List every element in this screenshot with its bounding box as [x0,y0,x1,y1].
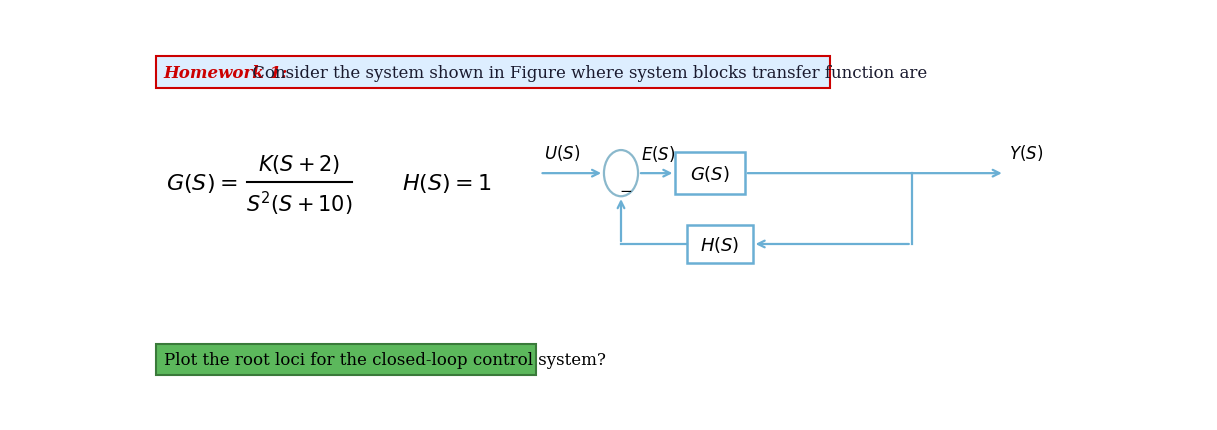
Text: $E(S)$: $E(S)$ [641,144,675,164]
FancyBboxPatch shape [156,344,535,375]
FancyBboxPatch shape [675,152,745,194]
FancyBboxPatch shape [686,225,753,264]
Text: $-$: $-$ [619,181,632,197]
Text: $G(S) =$: $G(S) =$ [166,172,237,194]
Text: $U(S)$: $U(S)$ [544,142,579,162]
Text: Plot the root loci for the closed-loop control system?: Plot the root loci for the closed-loop c… [164,351,606,368]
Text: $S^2(S+10)$: $S^2(S+10)$ [246,190,353,218]
Text: $Y(S)$: $Y(S)$ [1009,142,1043,162]
Text: $H(S) = 1$: $H(S) = 1$ [403,172,492,194]
Text: Homework 1:: Homework 1: [164,64,288,82]
Text: Consider the system shown in Figure where system blocks transfer function are: Consider the system shown in Figure wher… [247,64,927,82]
Text: $K(S+2)$: $K(S+2)$ [258,153,341,176]
Text: $G(S)$: $G(S)$ [690,163,730,183]
FancyBboxPatch shape [156,57,830,89]
Text: $H(S)$: $H(S)$ [700,234,740,255]
